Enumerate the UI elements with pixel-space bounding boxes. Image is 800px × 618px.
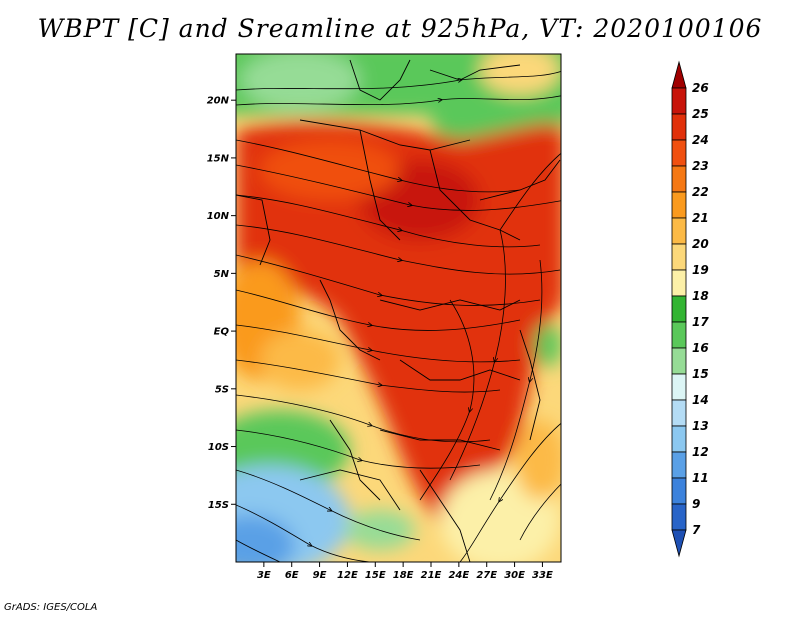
colorbar-swatch — [671, 529, 687, 558]
map-frame — [235, 53, 562, 563]
colorbar-swatch — [671, 191, 687, 219]
colorbar-swatch — [671, 425, 687, 453]
colorbar-label: 14 — [692, 393, 709, 407]
colorbar-label: 25 — [692, 107, 709, 121]
colorbar-swatch — [671, 217, 687, 245]
colorbar-swatch — [671, 373, 687, 401]
latitude-axis: 20N 15N 10N 5N EQ 5S 10S 15S — [207, 96, 236, 511]
map-title: WBPT [C] and Sreamline at 925hPa, VT: 20… — [37, 14, 763, 43]
lat-tick-label: 10S — [208, 442, 229, 453]
lon-tick-label: 6E — [285, 570, 299, 581]
colorbar-label: 11 — [692, 471, 709, 485]
colorbar-label: 9 — [692, 497, 700, 511]
colorbar-label: 18 — [692, 289, 709, 303]
lon-tick-label: 27E — [476, 570, 497, 581]
colorbar-label: 13 — [692, 419, 709, 433]
lat-tick-label: 20N — [207, 96, 230, 107]
colorbar-swatch — [671, 139, 687, 167]
lon-tick-label: 24E — [448, 570, 469, 581]
colorbar-swatch — [671, 399, 687, 427]
colorbar-label: 17 — [692, 315, 709, 329]
map-figure: 20N 15N 10N 5N EQ 5S 10S 15S 3E 6E 9E 12E 15E 18E 21E… — [207, 53, 709, 581]
lat-tick-label: 5S — [215, 384, 229, 395]
colorbar-label: 16 — [692, 341, 709, 355]
lon-tick-label: 18E — [393, 570, 414, 581]
colorbar-label: 7 — [692, 523, 701, 537]
colorbar: 26 25 24 23 22 21 20 19 18 17 16 15 14 13 12 11 9 7 — [671, 60, 709, 558]
lat-tick-label: 10N — [207, 211, 230, 222]
colorbar-label: 24 — [692, 133, 709, 147]
colorbar-swatch — [671, 243, 687, 271]
colorbar-swatch — [671, 321, 687, 349]
colorbar-label: 23 — [692, 159, 709, 173]
lon-tick-label: 3E — [257, 570, 271, 581]
colorbar-swatch — [671, 87, 687, 115]
lon-tick-label: 12E — [337, 570, 358, 581]
colorbar-label: 20 — [692, 237, 709, 251]
lon-tick-label: 15E — [365, 570, 386, 581]
colorbar-label: 26 — [692, 81, 709, 95]
colorbar-swatch — [671, 113, 687, 141]
longitude-axis: 3E 6E 9E 12E 15E 18E 21E 24E 27E 30E 33E — [257, 562, 553, 581]
grads-credit: GrADS: IGES/COLA — [4, 602, 98, 613]
colorbar-swatch — [671, 451, 687, 479]
wbpt-shaded-field — [236, 54, 561, 562]
streamlines — [236, 70, 561, 562]
colorbar-label: 15 — [692, 367, 709, 381]
lat-tick-label: 15S — [208, 500, 229, 511]
lon-tick-label: 9E — [313, 570, 327, 581]
colorbar-swatch — [671, 477, 687, 505]
colorbar-swatch — [671, 347, 687, 375]
colorbar-swatch — [671, 60, 687, 89]
lat-tick-label: 5N — [214, 269, 230, 280]
colorbar-label: 21 — [692, 211, 709, 225]
lat-tick-label: 15N — [207, 153, 230, 164]
lon-tick-label: 33E — [532, 570, 553, 581]
colorbar-swatch — [671, 165, 687, 193]
colorbar-swatch — [671, 503, 687, 531]
lon-tick-label: 30E — [504, 570, 525, 581]
colorbar-swatch — [671, 269, 687, 297]
country-borders — [236, 59, 561, 562]
colorbar-label: 19 — [692, 263, 709, 277]
colorbar-label: 12 — [692, 445, 709, 459]
colorbar-swatch — [671, 295, 687, 323]
lat-tick-label: EQ — [214, 327, 230, 338]
colorbar-label: 22 — [692, 185, 709, 199]
lon-tick-label: 21E — [421, 570, 442, 581]
